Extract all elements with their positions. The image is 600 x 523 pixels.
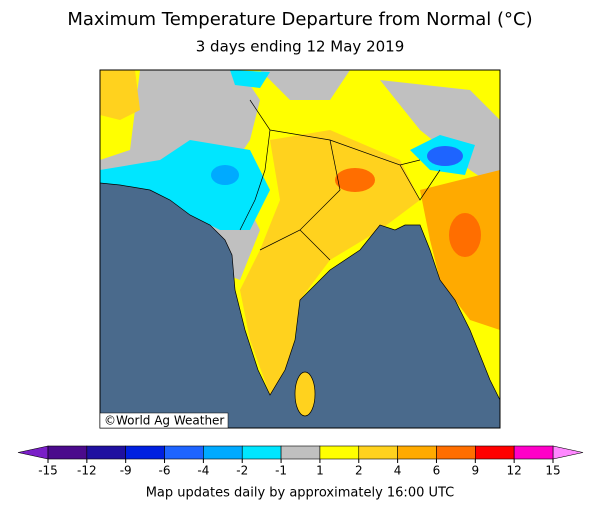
colorbar-under (17, 445, 49, 460)
colorbar-tick-label: 2 (355, 464, 363, 478)
colorbar-tick-label: -4 (197, 464, 209, 478)
colorbar-tick-label: 15 (545, 464, 560, 478)
map (99, 69, 501, 429)
colorbar-segment (397, 445, 437, 460)
colorbar-segment (203, 445, 243, 460)
colorbar-segment (86, 445, 126, 460)
colorbar-segment (513, 445, 554, 460)
colorbar-tick-label: 1 (316, 464, 324, 478)
subtitle: 3 days ending 12 May 2019 (196, 38, 405, 56)
colorbar-tick-label: -6 (159, 464, 171, 478)
colorbar-segment (241, 445, 282, 460)
colorbar-tick-label: -9 (120, 464, 132, 478)
colorbar-tick-label: 6 (433, 464, 441, 478)
colorbar-segment (164, 445, 204, 460)
colorbar-tick-label: -1 (275, 464, 287, 478)
colorbar-tick-label: 12 (507, 464, 522, 478)
colorbar-segment (280, 445, 321, 460)
colorbar-tick-label: 4 (394, 464, 402, 478)
colorbar-segment (436, 445, 476, 460)
footer: Map updates daily by approximately 16:00… (146, 486, 455, 501)
credit: ©World Ag Weather (104, 414, 224, 428)
colorbar-segment (47, 445, 88, 460)
colorbar-tick-label: -2 (236, 464, 248, 478)
title: Maximum Temperature Departure from Norma… (67, 9, 532, 30)
colorbar-segment (125, 445, 165, 460)
colorbar-segment (475, 445, 515, 460)
colorbar-segment (358, 445, 398, 460)
colorbar-segment (319, 445, 360, 460)
colorbar: -15 -12 -9 -6 -4 -2 -1 1 2 4 6 9 12 15 (17, 445, 584, 478)
colorbar-tick-label: -12 (77, 464, 97, 478)
colorbar-tick-label: 9 (471, 464, 479, 478)
colorbar-tick-label: -15 (38, 464, 58, 478)
colorbar-over (552, 445, 584, 460)
